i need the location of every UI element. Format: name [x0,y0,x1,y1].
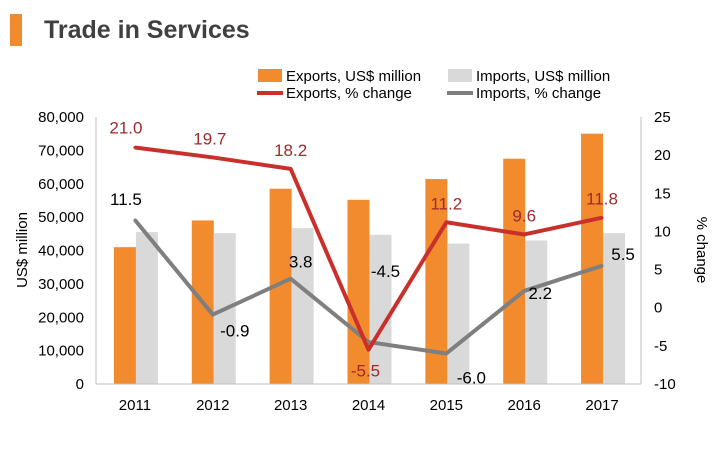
exports-change-point [444,220,448,224]
y2-tick-label: 10 [654,223,671,240]
imports-change-point [367,340,370,344]
imports-change-point [289,277,293,281]
imports-change-label: -4.5 [371,262,400,281]
y-axis-title: US$ million [14,212,31,288]
exports-change-label: 18.2 [274,141,307,160]
x-tick-label: 2017 [585,397,618,414]
y2-tick-label: 20 [654,147,671,164]
imports-change-point [600,264,604,268]
exports-change-point [133,146,137,150]
legend-imports-line-label: Imports, % change [476,85,601,102]
y2-tick-label: -5 [654,338,667,355]
y-tick-label: 20,000 [38,309,84,326]
legend-imports-bar-label: Imports, US$ million [476,68,610,85]
exports-bar [269,188,292,384]
legend-exports-bar-label: Exports, US$ million [286,68,421,85]
legend-imports-bar-swatch [448,69,472,82]
imports-change-label: 5.5 [611,245,635,264]
imports-change-label: 11.5 [110,190,142,209]
x-tick-label: 2016 [508,397,541,414]
exports-change-label: 11.8 [586,190,618,209]
y-tick-label: 0 [76,376,84,393]
y-tick-label: 10,000 [38,343,84,360]
y2-tick-label: 15 [654,185,671,202]
title-accent-bar [10,14,22,46]
exports-change-point [289,167,293,171]
imports-bar [369,234,392,384]
x-tick-label: 2012 [196,397,229,414]
exports-change-point [367,348,370,352]
imports-bar [291,228,314,384]
imports-change-point [444,351,448,355]
exports-change-label: 9.6 [512,206,536,225]
y2-tick-label: 0 [654,300,662,317]
imports-change-point [133,218,137,222]
exports-change-label: -5.5 [351,362,380,381]
imports-bar [135,232,158,384]
imports-bar [525,240,548,384]
imports-bar [447,243,470,384]
exports-bar [347,199,370,384]
imports-change-label: -0.9 [220,322,249,341]
exports-bar [503,158,526,384]
imports-change-point [522,289,526,293]
x-tick-label: 2011 [119,397,151,414]
page-title: Trade in Services [44,16,250,44]
exports-bar [581,133,604,384]
y-tick-label: 80,000 [38,109,84,126]
y-tick-label: 50,000 [38,209,84,226]
y-tick-label: 40,000 [38,243,84,260]
y2-tick-label: 5 [654,262,662,279]
exports-bar [113,247,136,384]
imports-change-label: -6.0 [457,368,486,387]
exports-change-label: 21.0 [109,119,142,138]
exports-change-point [600,216,604,220]
exports-change-label: 19.7 [193,129,226,148]
y2-axis-title: % change [693,217,710,284]
legend-exports-line-label: Exports, % change [286,85,412,102]
y-tick-label: 30,000 [38,276,84,293]
exports-change-label: 11.2 [430,194,462,213]
y-tick-label: 70,000 [38,142,84,159]
x-tick-label: 2015 [430,397,463,414]
y-tick-label: 60,000 [38,176,84,193]
imports-change-label: 2.2 [528,284,552,303]
x-tick-label: 2013 [274,397,307,414]
imports-change-point [211,313,215,317]
exports-change-point [522,232,526,236]
x-tick-label: 2014 [352,397,385,414]
imports-change-label: 3.8 [289,253,313,272]
y2-tick-label: 25 [654,109,671,126]
exports-change-point [211,155,215,159]
legend-exports-bar-swatch [258,69,282,82]
imports-bar [603,233,626,384]
y2-tick-label: -10 [654,376,676,393]
